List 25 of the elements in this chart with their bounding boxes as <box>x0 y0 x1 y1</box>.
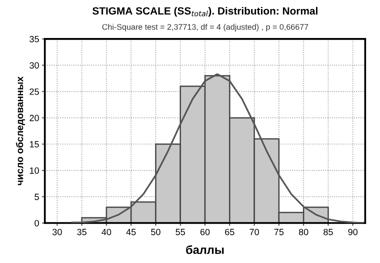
x-tick-label: 70 <box>250 228 259 236</box>
y-tick-label: 0 <box>34 220 39 226</box>
x-tick-label: 85 <box>324 228 333 236</box>
x-tick-label: 65 <box>225 228 234 236</box>
x-tick-label: 80 <box>298 228 308 236</box>
x-tick-label: 50 <box>151 228 160 236</box>
y-tick-label: 10 <box>30 167 39 174</box>
y-tick-label: 25 <box>30 88 39 95</box>
x-axis-title: баллы <box>186 245 224 254</box>
y-tick-label: 5 <box>34 194 39 200</box>
x-tick-label: 55 <box>176 228 186 236</box>
x-tick-label: 35 <box>77 228 86 236</box>
x-tick-label: 45 <box>126 228 136 236</box>
y-tick-label: 20 <box>30 114 39 122</box>
x-tick-label: 75 <box>274 228 284 236</box>
x-tick-label: 90 <box>348 228 358 236</box>
chart-title: STIGMA SCALE (SS$_{total}$). Distribution: Normal <box>92 6 318 17</box>
y-tick-label: 35 <box>30 36 39 42</box>
y-tick-label: 30 <box>30 62 39 69</box>
y-axis-title: число обследованных <box>16 76 25 186</box>
y-tick-label: 15 <box>30 141 39 148</box>
chart-subtitle: Chi-Square test = 2,37713, df = 4 (adjusted) , p = 0,66677 <box>102 24 308 32</box>
x-tick-label: 40 <box>102 228 112 236</box>
x-tick-label: 60 <box>200 228 210 236</box>
x-tick-label: 30 <box>52 228 62 236</box>
